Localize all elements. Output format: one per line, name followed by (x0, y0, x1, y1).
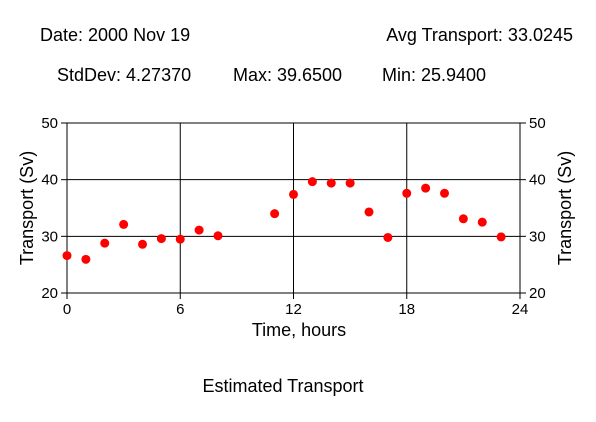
plot-frame (66, 122, 521, 294)
stddev-label: StdDev: 4.27370 (57, 65, 192, 85)
data-point (289, 189, 298, 199)
y-tick-label-left: 20 (41, 285, 58, 302)
min-label: Min: 25.9400 (382, 65, 487, 85)
chart-title: Estimated Transport (202, 376, 363, 396)
data-point (440, 188, 449, 198)
x-tick-label: 18 (398, 301, 415, 318)
data-point (458, 214, 468, 224)
data-point (62, 251, 72, 261)
y-axis-label-right: Transport (Sv) (555, 151, 575, 265)
data-point (156, 234, 166, 244)
avg-transport-label: Avg Transport: 33.0245 (386, 25, 573, 45)
axis-ticks (61, 122, 526, 299)
data-point (496, 232, 506, 242)
data-point (326, 178, 336, 188)
y-tick-label-left: 30 (41, 228, 58, 245)
data-point (213, 231, 223, 241)
data-point (402, 188, 412, 198)
data-point (81, 254, 91, 264)
data-point (477, 217, 487, 227)
x-tick-label: 12 (285, 301, 302, 318)
date-label: Date: 2000 Nov 19 (40, 25, 191, 45)
y-tick-label-right: 20 (529, 285, 546, 302)
data-point (383, 232, 393, 242)
y-tick-label-left: 40 (41, 172, 58, 189)
data-points (62, 177, 506, 264)
x-tick-label: 24 (512, 301, 529, 318)
data-point (307, 177, 317, 187)
data-point (345, 178, 355, 188)
y-tick-label-right: 50 (529, 115, 546, 132)
data-point (175, 234, 185, 244)
max-label: Max: 39.6500 (233, 65, 343, 85)
data-point (364, 207, 374, 217)
data-point (421, 183, 431, 193)
x-axis-label: Time, hours (252, 320, 346, 340)
y-axis-label-left: Transport (Sv) (17, 151, 37, 265)
data-point (138, 239, 147, 249)
x-tick-label: 6 (176, 301, 184, 318)
data-point (100, 238, 110, 248)
data-point (119, 219, 129, 229)
y-tick-label-left: 50 (41, 115, 58, 132)
y-tick-label-right: 40 (529, 172, 546, 189)
y-tick-label-right: 30 (529, 228, 546, 245)
grid-lines (67, 123, 520, 293)
data-point (194, 225, 204, 235)
x-tick-label: 0 (63, 301, 71, 318)
data-point (270, 209, 280, 219)
